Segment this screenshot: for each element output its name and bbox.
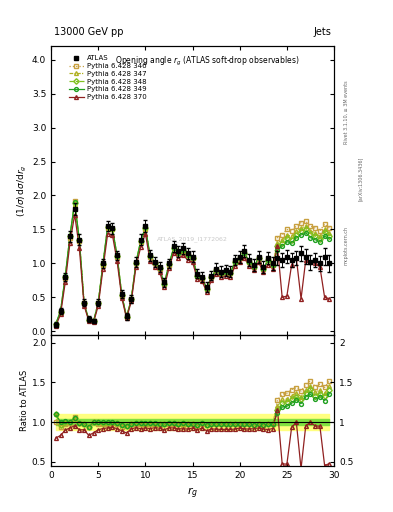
Y-axis label: $(1/\sigma)\,\mathrm{d}\sigma/\mathrm{d}r_g$: $(1/\sigma)\,\mathrm{d}\sigma/\mathrm{d}… bbox=[16, 164, 29, 217]
X-axis label: $r_g$: $r_g$ bbox=[187, 485, 198, 501]
Text: mcplots.cern.ch: mcplots.cern.ch bbox=[344, 226, 349, 265]
Text: Jets: Jets bbox=[313, 28, 331, 37]
Text: 13000 GeV pp: 13000 GeV pp bbox=[54, 28, 123, 37]
Text: Opening angle $r_g$ (ATLAS soft-drop observables): Opening angle $r_g$ (ATLAS soft-drop obs… bbox=[114, 55, 299, 68]
Legend: ATLAS, Pythia 6.428 346, Pythia 6.428 347, Pythia 6.428 348, Pythia 6.428 349, P: ATLAS, Pythia 6.428 346, Pythia 6.428 34… bbox=[69, 55, 147, 100]
Text: ATLAS_2019_I1772062: ATLAS_2019_I1772062 bbox=[157, 237, 228, 242]
Text: Rivet 3.1.10, ≥ 3M events: Rivet 3.1.10, ≥ 3M events bbox=[344, 81, 349, 144]
Text: [arXiv:1306.3436]: [arXiv:1306.3436] bbox=[358, 157, 363, 201]
Y-axis label: Ratio to ATLAS: Ratio to ATLAS bbox=[20, 370, 29, 431]
